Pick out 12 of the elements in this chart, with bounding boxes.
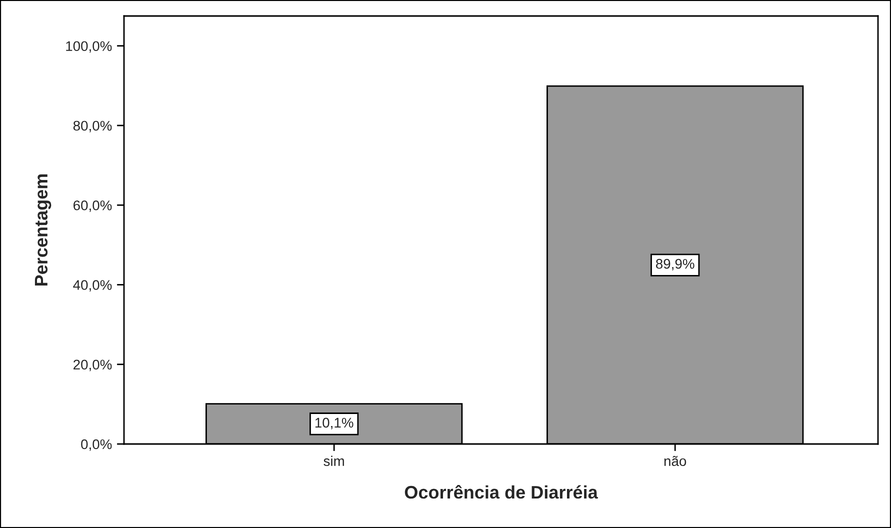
y-tick-label: 40,0% bbox=[73, 280, 112, 292]
data-label: 10,1% bbox=[315, 418, 354, 430]
y-tick-label: 0,0% bbox=[81, 439, 112, 451]
y-tick-label: 20,0% bbox=[74, 360, 112, 372]
y-tick-label: 100,0% bbox=[66, 41, 112, 53]
x-axis-title: Ocorrência de Diarréia bbox=[404, 485, 598, 499]
y-axis-title: Percentagem bbox=[34, 174, 52, 286]
x-tick-label: não bbox=[664, 456, 686, 466]
data-label: 89,9% bbox=[656, 258, 694, 270]
x-tick-label: sim bbox=[324, 456, 344, 466]
y-tick-label: 60,0% bbox=[74, 200, 112, 212]
y-tick-label: 80,0% bbox=[73, 120, 112, 132]
